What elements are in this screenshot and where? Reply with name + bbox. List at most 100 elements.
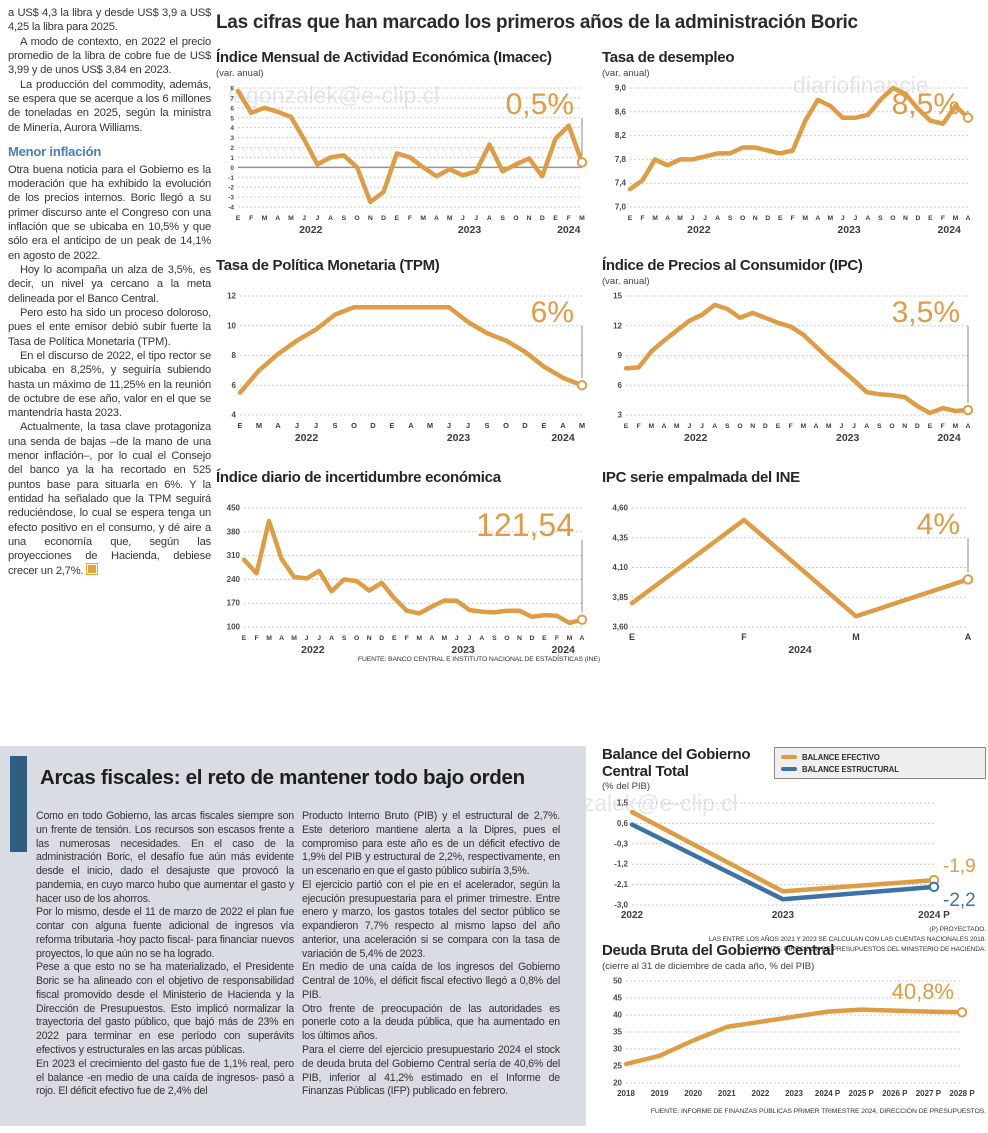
- svg-text:170: 170: [227, 598, 241, 607]
- chart-note: (P) PROYECTADO.: [929, 926, 986, 933]
- svg-text:2024: 2024: [552, 644, 576, 655]
- svg-text:2028 P: 2028 P: [949, 1089, 975, 1098]
- fiscal-paragraph: El ejercicio partió con el pie en el ace…: [302, 878, 560, 960]
- svg-text:M: M: [262, 215, 268, 222]
- svg-text:E: E: [394, 215, 399, 222]
- article-subhead: Menor inflación: [8, 143, 102, 159]
- svg-text:8,6: 8,6: [615, 107, 627, 116]
- fiscal-section-title: Arcas fiscales: el reto de mantener todo…: [40, 766, 525, 789]
- svg-text:A: A: [715, 215, 720, 222]
- svg-text:E: E: [389, 421, 394, 430]
- svg-text:D: D: [522, 421, 528, 430]
- svg-text:6: 6: [618, 380, 623, 389]
- fiscal-section-background: [0, 746, 586, 1126]
- svg-text:M: M: [852, 632, 860, 642]
- incertidumbre-chart: Índice diario de incertidumbre económica…: [216, 469, 600, 662]
- svg-text:J: J: [461, 215, 465, 222]
- chart-title: Tasa de desempleo: [602, 49, 735, 66]
- svg-text:O: O: [889, 423, 894, 430]
- svg-text:A: A: [434, 215, 439, 222]
- chart-title: IPC serie empalmada del INE: [602, 469, 800, 486]
- svg-text:2023: 2023: [447, 432, 471, 443]
- svg-text:2024: 2024: [788, 644, 812, 655]
- svg-text:S: S: [332, 421, 337, 430]
- svg-text:E: E: [242, 635, 247, 642]
- svg-text:4: 4: [232, 410, 237, 419]
- svg-text:E: E: [236, 215, 241, 222]
- svg-text:S: S: [500, 215, 505, 222]
- svg-text:40: 40: [613, 1010, 622, 1019]
- svg-text:12: 12: [227, 291, 236, 300]
- svg-text:5: 5: [230, 115, 234, 122]
- svg-text:2024 P: 2024 P: [918, 910, 950, 921]
- svg-text:0,5%: 0,5%: [506, 88, 574, 121]
- svg-text:N: N: [903, 215, 908, 222]
- svg-text:2024: 2024: [938, 224, 962, 235]
- svg-text:F: F: [791, 215, 795, 222]
- svg-text:-2: -2: [228, 184, 234, 191]
- svg-text:20: 20: [613, 1078, 622, 1087]
- ipc-chart: Índice de Precios al Consumidor (IPC) (v…: [602, 257, 986, 443]
- balance-chart-svg: 1,5 0,6 -0,3 -1,2 -2,1 -3,0 -1,9 -2,2 2022 2023 20…: [614, 799, 976, 922]
- svg-text:M: M: [800, 423, 806, 430]
- chart-title: Índice de Precios al Consumidor (IPC): [602, 257, 863, 274]
- svg-text:-2,1: -2,1: [614, 880, 628, 889]
- svg-text:F: F: [405, 635, 409, 642]
- svg-text:D: D: [379, 635, 384, 642]
- svg-text:M: M: [291, 635, 297, 642]
- svg-text:4,60: 4,60: [612, 503, 628, 512]
- svg-text:S: S: [342, 635, 347, 642]
- svg-text:121,54: 121,54: [476, 507, 574, 543]
- svg-text:M: M: [567, 635, 573, 642]
- fiscal-paragraph: Como en todo Gobierno, las arcas fiscale…: [36, 810, 294, 905]
- svg-text:8,5%: 8,5%: [892, 88, 960, 121]
- svg-text:O: O: [504, 635, 509, 642]
- svg-text:N: N: [527, 215, 532, 222]
- svg-text:A: A: [560, 421, 566, 430]
- svg-text:8,2: 8,2: [615, 131, 627, 140]
- svg-text:D: D: [370, 421, 376, 430]
- svg-text:2022: 2022: [684, 432, 708, 443]
- copper-article-column: a US$ 4,3 la libra y desde US$ 3,9 a US$…: [8, 6, 211, 578]
- svg-text:2023: 2023: [837, 224, 861, 235]
- svg-text:D: D: [763, 423, 768, 430]
- article-paragraph: a US$ 4,3 la libra y desde US$ 3,9 a US$…: [8, 7, 211, 34]
- svg-text:S: S: [342, 215, 347, 222]
- fiscal-paragraph: Para el cierre del ejercicio presupuesta…: [302, 1044, 560, 1098]
- svg-text:M: M: [579, 421, 585, 430]
- svg-text:O: O: [513, 215, 518, 222]
- svg-text:E: E: [778, 215, 783, 222]
- svg-text:M: M: [420, 215, 426, 222]
- svg-text:O: O: [351, 421, 357, 430]
- svg-text:2022: 2022: [621, 910, 644, 921]
- article-paragraph: Pero esto ha sido un proceso doloroso, p…: [8, 306, 211, 348]
- svg-text:4,35: 4,35: [612, 533, 628, 542]
- svg-text:6: 6: [230, 105, 234, 112]
- svg-text:J: J: [466, 421, 470, 430]
- svg-text:-4: -4: [228, 204, 234, 211]
- svg-text:50: 50: [613, 976, 622, 985]
- svg-text:S: S: [877, 423, 882, 430]
- svg-text:O: O: [354, 215, 359, 222]
- svg-text:E: E: [542, 635, 547, 642]
- legend-label: BALANCE ESTRUCTURAL: [802, 764, 899, 774]
- svg-text:-1: -1: [228, 174, 234, 181]
- tpm-chart: Tasa de Política Monetaria (TPM) 12 10 8 6 4…: [216, 257, 600, 443]
- svg-text:35: 35: [613, 1027, 622, 1036]
- svg-text:10: 10: [227, 321, 236, 330]
- svg-text:100: 100: [227, 622, 241, 631]
- svg-text:E: E: [928, 423, 933, 430]
- svg-text:M: M: [256, 421, 262, 430]
- svg-text:-3,0: -3,0: [614, 901, 628, 910]
- svg-text:J: J: [839, 423, 843, 430]
- svg-text:M: M: [441, 635, 447, 642]
- svg-text:A: A: [965, 632, 972, 642]
- deuda-chart: Deuda Bruta del Gobierno Central (cierre…: [602, 942, 986, 1114]
- svg-text:M: M: [802, 215, 808, 222]
- svg-text:2019: 2019: [651, 1089, 669, 1098]
- ipc-empalmada-chart-svg: 4,60 4,35 4,10 3,85 3,60 4% E F M A 2024: [612, 503, 974, 655]
- svg-text:3,5%: 3,5%: [892, 296, 960, 329]
- article-paragraph: Otra buena noticia para el Gobierno es l…: [8, 163, 211, 262]
